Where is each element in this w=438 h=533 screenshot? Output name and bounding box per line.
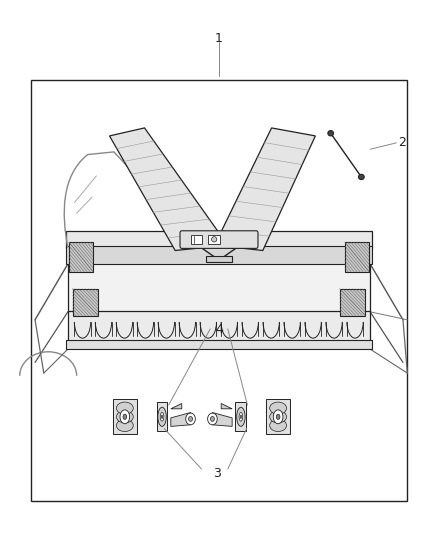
Text: 3: 3 bbox=[213, 467, 221, 480]
Bar bbox=[69, 242, 93, 271]
Text: 2: 2 bbox=[398, 136, 406, 149]
Ellipse shape bbox=[270, 419, 286, 432]
Bar bbox=[31, 80, 407, 501]
Ellipse shape bbox=[117, 402, 133, 414]
Bar bbox=[68, 311, 370, 344]
Polygon shape bbox=[212, 413, 232, 426]
Ellipse shape bbox=[160, 413, 164, 421]
Bar bbox=[68, 261, 370, 312]
Ellipse shape bbox=[117, 419, 133, 432]
Ellipse shape bbox=[208, 413, 217, 425]
Ellipse shape bbox=[273, 410, 283, 424]
Ellipse shape bbox=[239, 413, 243, 421]
Ellipse shape bbox=[270, 402, 286, 414]
Ellipse shape bbox=[161, 415, 163, 418]
FancyBboxPatch shape bbox=[180, 231, 258, 248]
Ellipse shape bbox=[186, 413, 195, 425]
Polygon shape bbox=[215, 128, 315, 251]
Bar bbox=[266, 400, 290, 434]
Bar bbox=[340, 289, 365, 316]
Ellipse shape bbox=[210, 417, 215, 421]
Bar bbox=[157, 402, 167, 432]
Bar bbox=[66, 246, 372, 264]
Bar bbox=[73, 289, 98, 316]
Ellipse shape bbox=[188, 417, 192, 421]
Ellipse shape bbox=[240, 415, 242, 418]
Bar bbox=[66, 231, 372, 248]
Text: 4: 4 bbox=[215, 323, 223, 336]
Bar bbox=[66, 340, 372, 349]
Bar bbox=[191, 235, 202, 244]
Ellipse shape bbox=[270, 411, 286, 423]
Bar bbox=[208, 235, 220, 244]
Ellipse shape bbox=[328, 131, 334, 136]
Ellipse shape bbox=[212, 237, 217, 242]
Ellipse shape bbox=[237, 407, 245, 426]
Ellipse shape bbox=[117, 411, 133, 423]
Bar bbox=[345, 242, 369, 271]
Bar bbox=[236, 402, 246, 432]
Polygon shape bbox=[110, 128, 228, 251]
Bar bbox=[113, 400, 137, 434]
Polygon shape bbox=[171, 403, 182, 409]
Polygon shape bbox=[221, 403, 232, 409]
Text: 1: 1 bbox=[215, 32, 223, 45]
Bar bbox=[206, 256, 232, 262]
Ellipse shape bbox=[358, 174, 364, 180]
Polygon shape bbox=[171, 413, 191, 426]
Ellipse shape bbox=[276, 414, 280, 419]
Ellipse shape bbox=[123, 414, 127, 419]
Ellipse shape bbox=[158, 407, 166, 426]
Ellipse shape bbox=[120, 410, 130, 424]
